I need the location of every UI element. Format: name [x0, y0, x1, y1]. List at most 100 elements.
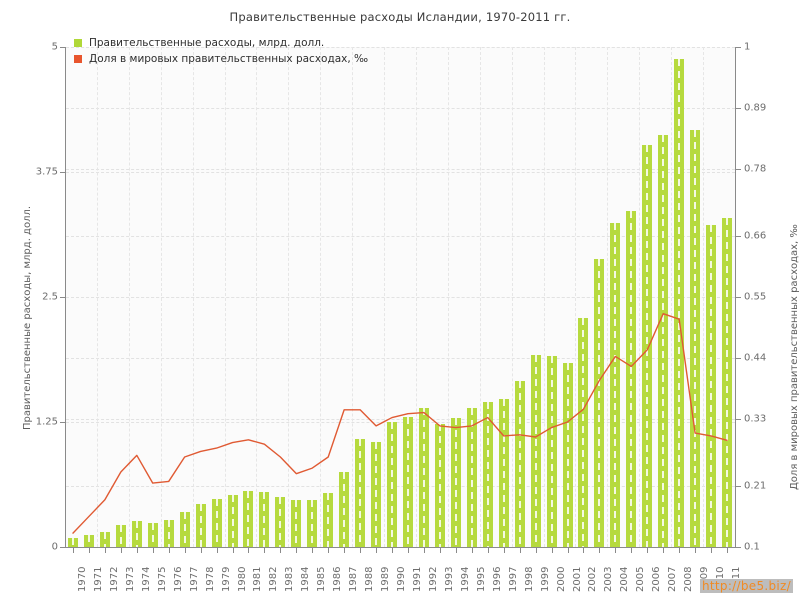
x-axis-tick-label: 1981 [252, 566, 264, 592]
bar[interactable] [674, 59, 685, 547]
vertical-gridline [96, 47, 98, 547]
gridline [66, 235, 735, 237]
right-axis-tick-mark [736, 358, 741, 360]
bar[interactable] [163, 520, 174, 547]
x-axis-tick-mark [360, 548, 362, 553]
bottom-axis-line [65, 547, 736, 548]
bar[interactable] [434, 424, 445, 547]
bar[interactable] [514, 381, 525, 547]
bar[interactable] [610, 223, 621, 547]
x-axis-tick-mark [184, 548, 186, 553]
bar[interactable] [67, 538, 78, 547]
vertical-gridline [352, 47, 354, 547]
bar[interactable] [594, 259, 605, 547]
bar[interactable] [706, 225, 717, 547]
x-axis-tick-label: 1979 [220, 566, 232, 592]
x-axis-tick-mark [583, 548, 585, 553]
bar[interactable] [99, 532, 110, 547]
right-axis-tick-label: 0.1 [744, 541, 760, 553]
bar[interactable] [387, 422, 398, 547]
bar[interactable] [642, 145, 653, 547]
x-axis-tick-mark [599, 548, 601, 553]
vertical-gridline [671, 47, 673, 547]
bar[interactable] [323, 493, 334, 547]
right-axis-tick-label: 0.66 [744, 230, 767, 242]
x-axis-tick-mark [168, 548, 170, 553]
x-axis-tick-mark [200, 548, 202, 553]
legend-item-share[interactable]: Доля в мировых правительственных расхода… [74, 52, 368, 66]
bar[interactable] [690, 130, 701, 547]
vertical-gridline [607, 47, 609, 547]
right-axis-tick-label: 0.33 [744, 413, 767, 425]
bar[interactable] [371, 442, 382, 547]
bar[interactable] [259, 492, 270, 547]
gridline [66, 47, 735, 48]
bar[interactable] [466, 408, 477, 547]
right-axis-tick-mark [736, 485, 741, 487]
bar[interactable] [498, 399, 509, 547]
bar[interactable] [243, 491, 254, 547]
bar[interactable] [227, 495, 238, 547]
bar[interactable] [179, 512, 190, 547]
bar[interactable] [450, 418, 461, 547]
left-axis-tick-label: 3.75 [35, 166, 58, 178]
x-axis-tick-mark [376, 548, 378, 553]
x-axis-tick-label: 1987 [348, 566, 360, 592]
bar[interactable] [195, 504, 206, 547]
bar[interactable] [418, 408, 429, 547]
bar[interactable] [291, 500, 302, 547]
x-axis-tick-label: 1993 [443, 566, 455, 592]
vertical-gridline [160, 47, 162, 547]
x-axis-tick-label: 1999 [539, 566, 551, 592]
x-axis-tick-label: 2000 [555, 566, 567, 592]
x-axis-tick-label: 2002 [587, 566, 599, 592]
bar[interactable] [546, 356, 557, 547]
bar[interactable] [482, 402, 493, 547]
bar[interactable] [275, 497, 286, 547]
bar[interactable] [131, 521, 142, 547]
watermark[interactable]: http://be5.biz/ [700, 579, 794, 593]
x-axis-tick-label: 2005 [635, 566, 647, 592]
x-axis-tick-mark [711, 548, 713, 553]
vertical-gridline [288, 47, 290, 547]
bar[interactable] [722, 218, 733, 547]
x-axis-tick-label: 1997 [507, 566, 519, 592]
x-axis-tick-label: 1998 [523, 566, 535, 592]
bar[interactable] [530, 355, 541, 547]
x-axis-tick-label: 1975 [156, 566, 168, 592]
x-axis-tick-label: 2001 [571, 566, 583, 592]
bar[interactable] [658, 135, 669, 547]
vertical-gridline [639, 47, 641, 547]
left-axis-tick-mark [60, 547, 65, 548]
bar[interactable] [211, 499, 222, 547]
bar[interactable] [562, 363, 573, 547]
x-axis-tick-mark [535, 548, 537, 553]
right-axis-tick-label: 0.44 [744, 352, 767, 364]
right-axis-tick-label: 0.21 [744, 480, 767, 492]
bar[interactable] [115, 525, 126, 547]
x-axis-tick-label: 1988 [364, 566, 376, 592]
bar[interactable] [402, 417, 413, 547]
gridline [66, 297, 735, 298]
x-axis-tick-mark [663, 548, 665, 553]
bar[interactable] [307, 500, 318, 547]
bar[interactable] [339, 472, 350, 547]
x-axis-tick-label: 1971 [92, 566, 104, 592]
x-axis-tick-mark [615, 548, 617, 553]
bar[interactable] [578, 318, 589, 547]
vertical-gridline [224, 47, 226, 547]
vertical-gridline [511, 47, 513, 547]
bar[interactable] [626, 211, 637, 547]
right-axis-tick-mark [736, 47, 741, 48]
bar[interactable] [83, 535, 94, 547]
left-axis-title: Правительственные расходы, млрд. долл. [22, 205, 33, 430]
x-axis-tick-mark [487, 548, 489, 553]
right-axis-tick-mark [736, 419, 741, 421]
x-axis-tick-mark [519, 548, 521, 553]
x-axis-tick-label: 1991 [411, 566, 423, 592]
bar[interactable] [147, 523, 158, 547]
bar[interactable] [355, 439, 366, 547]
legend-item-expenditure[interactable]: Правительственные расходы, млрд. долл. [74, 36, 368, 50]
x-axis-tick-mark [296, 548, 298, 553]
x-axis-tick-mark [503, 548, 505, 553]
